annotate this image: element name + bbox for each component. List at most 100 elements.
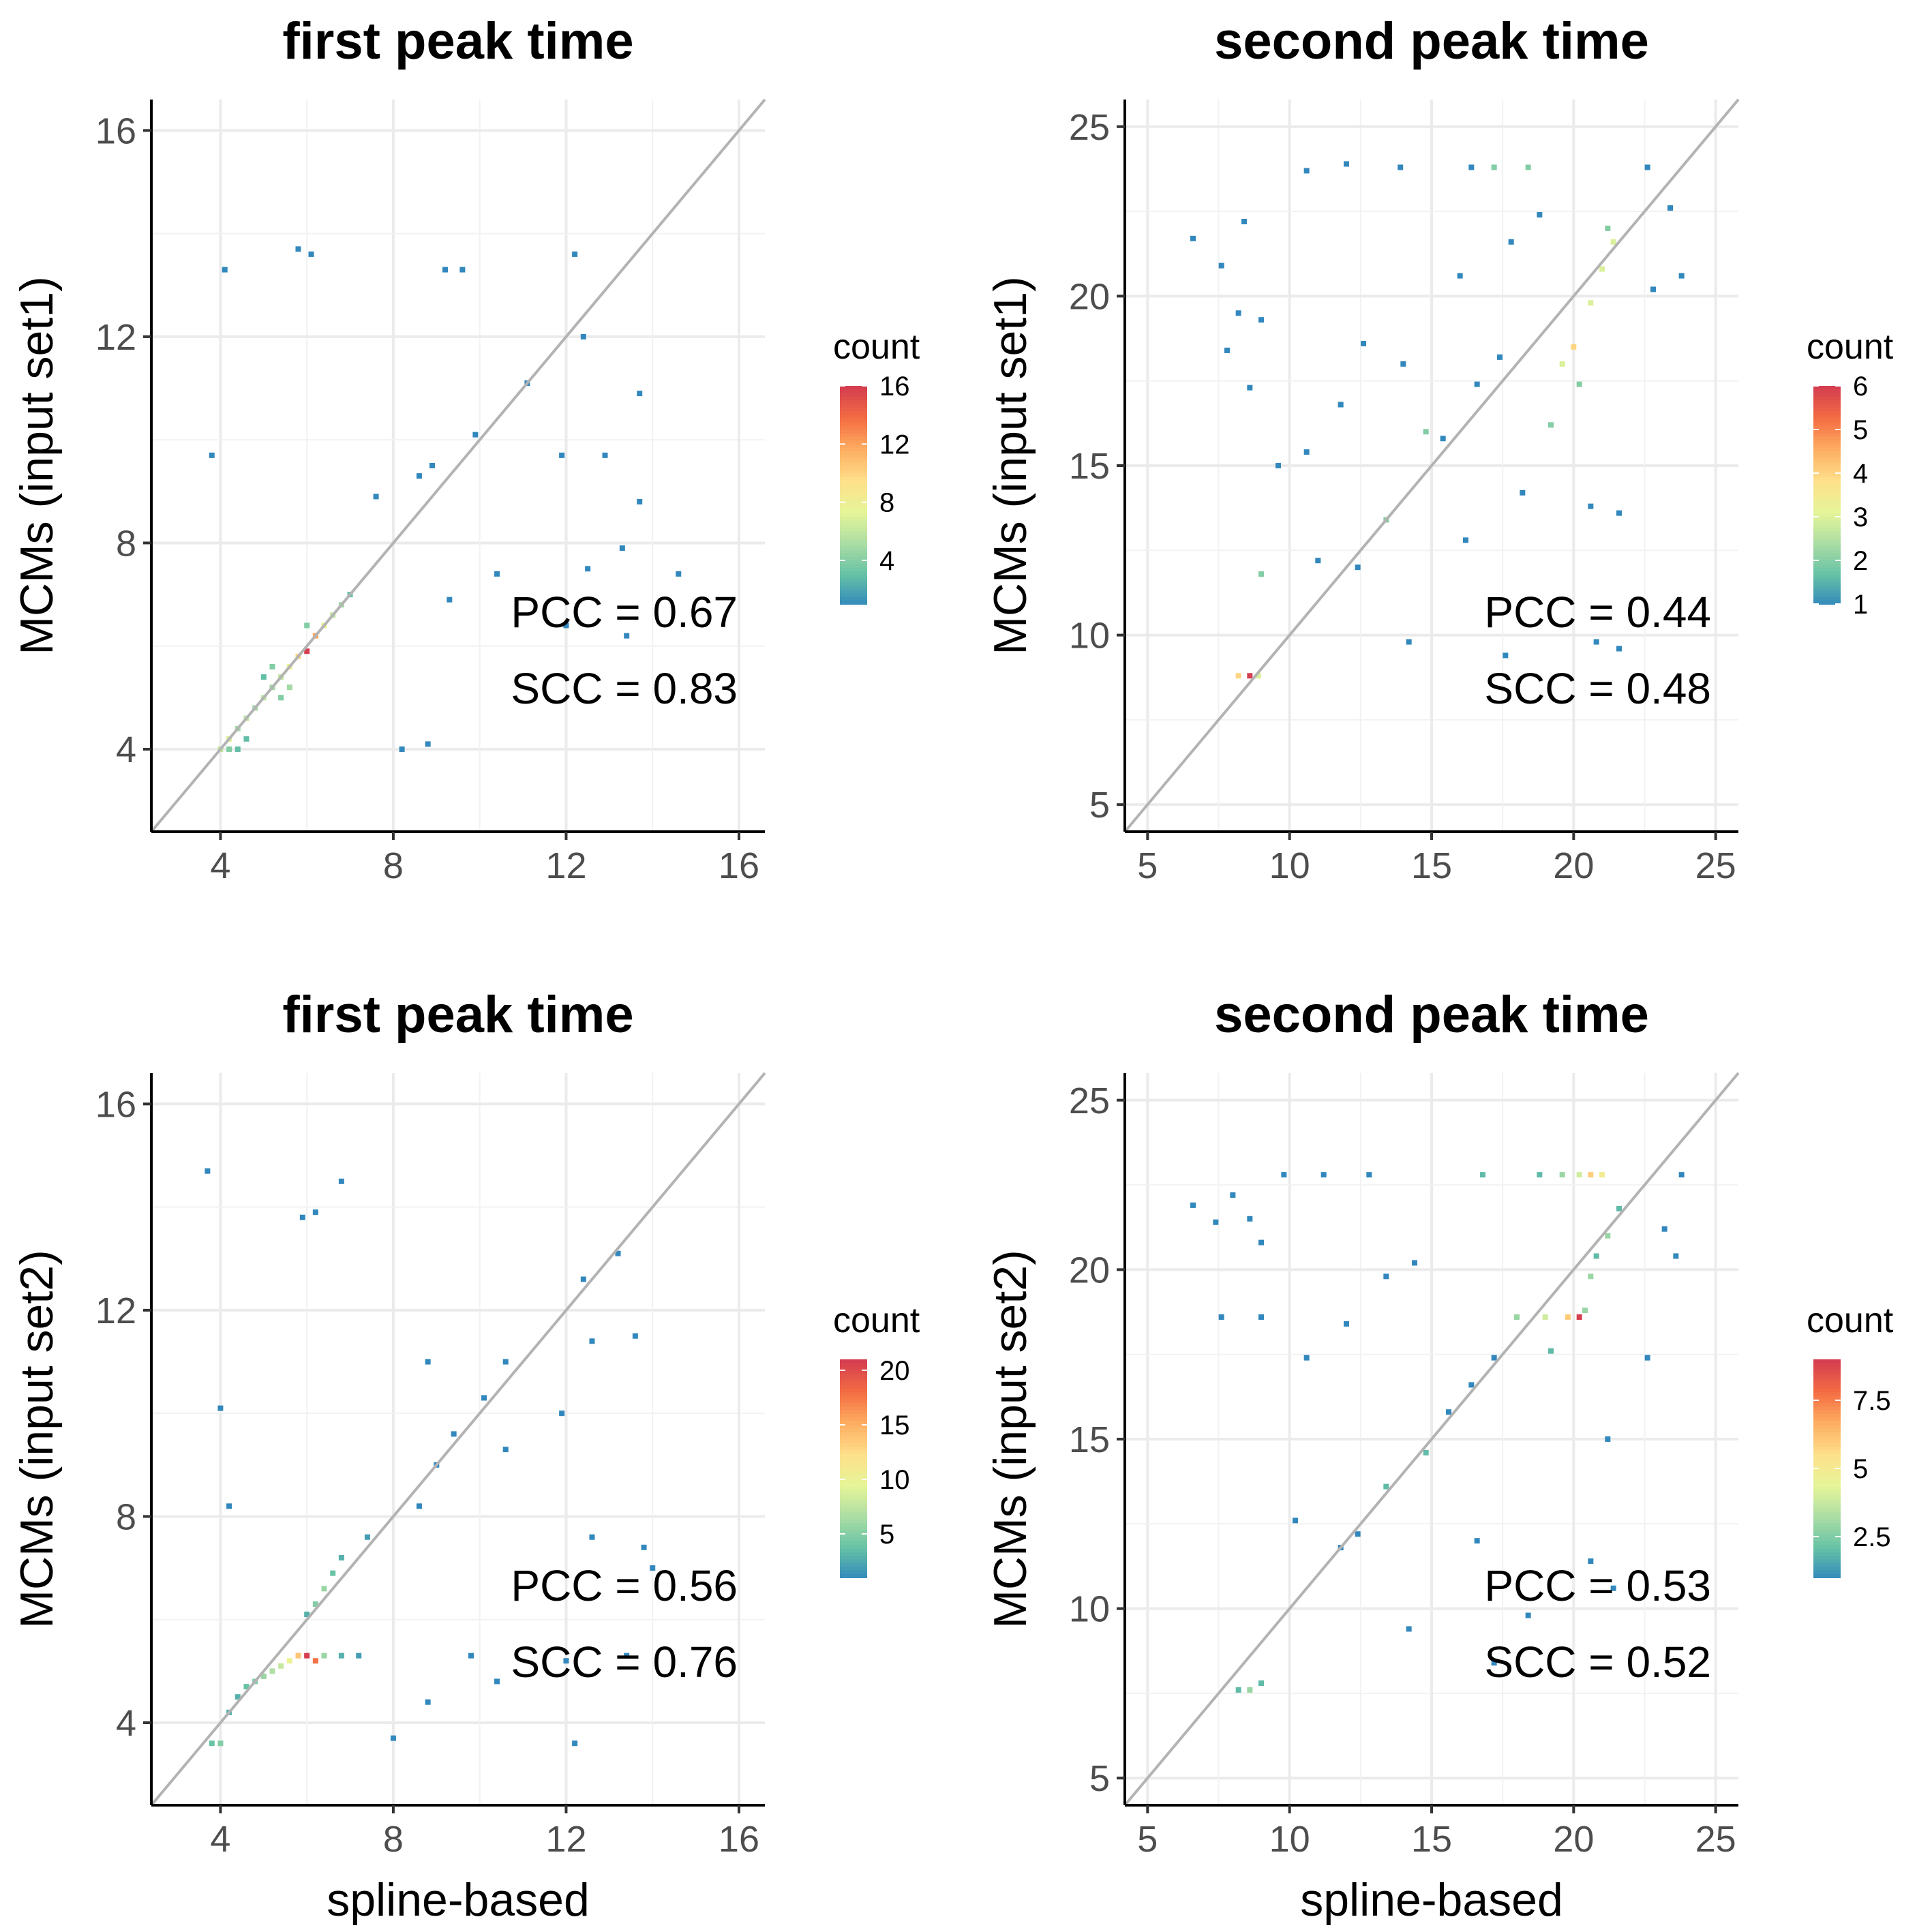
legend-gradient-segment <box>1813 487 1841 492</box>
correlation-annotation: SCC = 0.83 <box>511 664 738 713</box>
legend-gradient-segment <box>840 542 867 547</box>
density-cell <box>269 663 275 669</box>
legend-gradient-segment <box>840 389 867 394</box>
legend-gradient-segment <box>840 1436 867 1440</box>
legend-gradient-segment <box>840 419 867 423</box>
legend-gradient-segment <box>1813 495 1841 500</box>
density-cell <box>1514 1314 1520 1320</box>
legend-gradient-segment <box>840 589 867 594</box>
density-cell <box>278 1663 284 1669</box>
legend-gradient-segment <box>1813 1417 1841 1422</box>
density-cell <box>1548 422 1554 428</box>
legend-gradient-segment <box>1813 462 1841 467</box>
density-cell <box>1258 1680 1264 1686</box>
legend-tick-label: 20 <box>879 1356 910 1386</box>
legend-gradient-segment <box>840 455 867 459</box>
density-cell <box>632 1333 638 1339</box>
legend-gradient-segment <box>840 1559 867 1564</box>
legend-gradient-segment <box>840 495 867 500</box>
legend-gradient-segment <box>840 1428 867 1433</box>
x-tick-label: 12 <box>545 1819 586 1860</box>
density-cell <box>1235 1687 1241 1693</box>
density-cell <box>243 736 250 742</box>
x-tick-label: 12 <box>545 845 586 886</box>
density-cell <box>1593 639 1599 645</box>
density-cell <box>1497 354 1503 360</box>
legend-gradient-segment <box>1813 422 1841 427</box>
legend-gradient-segment <box>840 1417 867 1422</box>
density-cell <box>1213 1219 1219 1225</box>
density-cell <box>1616 646 1622 652</box>
legend-gradient-segment <box>1813 1508 1841 1513</box>
panel-title: first peak time <box>282 986 633 1044</box>
density-cell <box>1525 164 1531 170</box>
density-cell <box>572 251 578 257</box>
y-tick-label: 12 <box>95 317 136 358</box>
density-cell <box>1315 558 1321 564</box>
density-cell <box>1616 1205 1622 1211</box>
legend-gradient-segment <box>840 1443 867 1447</box>
legend-gradient-segment <box>840 1406 867 1411</box>
legend-gradient-segment <box>840 404 867 408</box>
density-cell <box>1247 673 1253 679</box>
density-cell <box>1258 571 1264 577</box>
density-cell <box>1303 168 1310 174</box>
legend-gradient-segment <box>1813 1432 1841 1436</box>
density-cell <box>1605 1436 1611 1442</box>
legend-gradient-segment <box>1813 458 1841 463</box>
legend-gradient-segment <box>840 506 867 511</box>
legend-gradient-segment <box>840 1468 867 1473</box>
legend-gradient-segment <box>840 477 867 481</box>
legend-gradient-segment <box>1813 491 1841 496</box>
legend-gradient-segment <box>840 571 867 576</box>
legend-gradient-segment <box>1813 597 1841 601</box>
y-tick-label: 25 <box>1069 107 1110 148</box>
legend-gradient-segment <box>840 1548 867 1553</box>
legend-gradient-segment <box>840 1363 867 1368</box>
legend-gradient-segment <box>840 502 867 507</box>
legend-gradient-segment <box>1813 425 1841 430</box>
density-cell <box>1423 429 1429 435</box>
correlation-annotation: SCC = 0.48 <box>1484 664 1711 713</box>
legend-gradient-segment <box>840 1505 867 1509</box>
legend-gradient-segment <box>1813 1505 1841 1509</box>
y-tick-label: 12 <box>95 1290 136 1331</box>
density-cell <box>312 1601 318 1608</box>
legend-gradient-segment <box>1813 1479 1841 1484</box>
legend-gradient-segment <box>1813 1381 1841 1386</box>
density-cell <box>312 1209 318 1216</box>
density-cell <box>1559 361 1565 367</box>
y-axis-label: MCMs (input set1) <box>11 276 63 654</box>
legend-gradient-segment <box>1813 419 1841 423</box>
legend-gradient-segment <box>1813 455 1841 459</box>
density-cell <box>286 1658 292 1664</box>
density-cell <box>1457 273 1463 279</box>
legend-gradient-segment <box>840 1573 867 1578</box>
legend-gradient-segment <box>840 1530 867 1535</box>
density-cell <box>269 1668 275 1674</box>
density-cell <box>459 267 466 273</box>
density-cell <box>1588 1172 1594 1178</box>
density-cell <box>1355 1531 1361 1537</box>
legend-gradient-segment <box>840 1450 867 1455</box>
legend-gradient-segment <box>840 1563 867 1567</box>
identity-line <box>1123 1072 1740 1807</box>
legend-gradient-segment <box>1813 1559 1841 1564</box>
density-cell <box>205 1168 211 1174</box>
legend-tick-label: 5 <box>879 1520 894 1550</box>
legend-tick-label: 15 <box>879 1410 910 1440</box>
density-cell <box>602 452 608 458</box>
legend-gradient-segment <box>1813 1464 1841 1469</box>
legend-gradient-segment <box>840 1519 867 1524</box>
legend-gradient-segment <box>1813 1363 1841 1368</box>
y-tick-label: 8 <box>116 523 136 564</box>
density-cell <box>1548 1348 1554 1354</box>
legend-gradient-segment <box>1813 1392 1841 1397</box>
legend-gradient-segment <box>1813 1475 1841 1480</box>
legend-gradient-segment <box>840 1523 867 1528</box>
legend-gradient-segment <box>1813 1523 1841 1528</box>
legend-gradient-segment <box>1813 1458 1841 1462</box>
density-cell <box>1247 1216 1253 1222</box>
density-cell <box>1235 310 1241 316</box>
correlation-annotation: PCC = 0.67 <box>511 588 738 637</box>
